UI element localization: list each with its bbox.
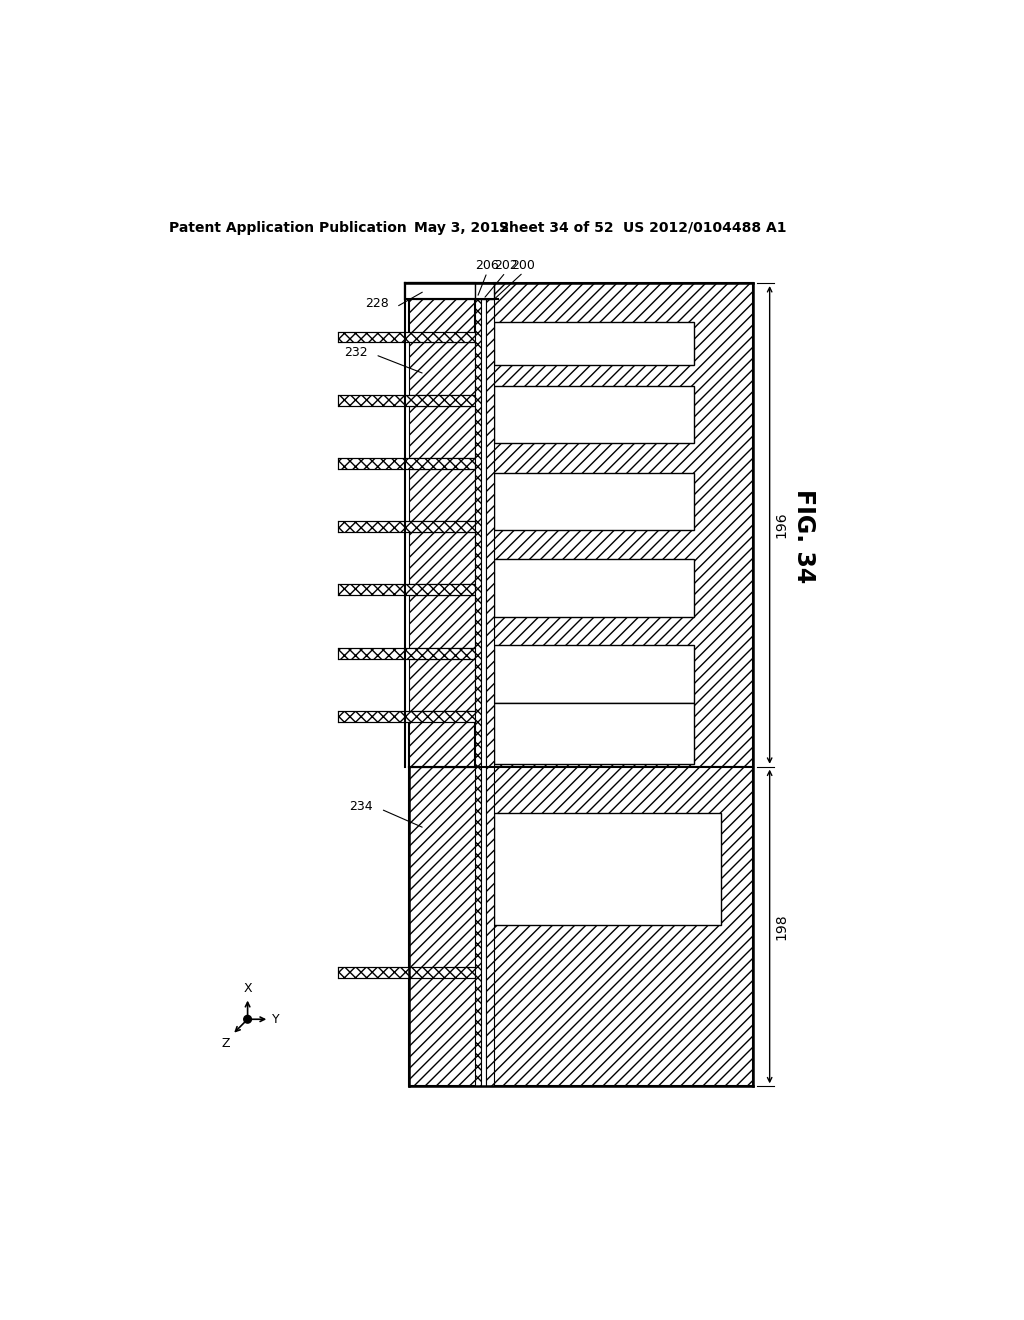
Bar (494, 473, 694, 531)
Text: 198: 198 (774, 913, 788, 940)
Text: 232: 232 (344, 346, 368, 359)
Text: 206: 206 (475, 259, 499, 272)
Text: Sheet 34 of 52: Sheet 34 of 52 (499, 220, 613, 235)
Bar (339, 711, 475, 722)
Text: 228: 228 (365, 297, 388, 310)
Bar (339, 521, 475, 532)
Text: US 2012/0104488 A1: US 2012/0104488 A1 (624, 220, 786, 235)
Bar (339, 648, 475, 659)
Bar (494, 284, 753, 767)
Bar (494, 645, 694, 702)
Bar (339, 595, 475, 648)
Text: Patent Application Publication: Patent Application Publication (169, 220, 407, 235)
Bar (339, 585, 475, 595)
Bar (410, 405, 475, 458)
Bar (339, 532, 475, 585)
Bar (410, 469, 475, 521)
Bar (339, 968, 475, 978)
Bar (481, 284, 486, 1086)
Text: 202: 202 (494, 259, 517, 272)
Bar (410, 767, 753, 1086)
Bar (339, 659, 475, 711)
Bar (339, 405, 475, 458)
Bar (475, 284, 494, 298)
Text: Y: Y (272, 1012, 280, 1026)
Bar (475, 284, 481, 1086)
Bar (410, 532, 475, 585)
Circle shape (244, 1015, 252, 1023)
Bar (494, 558, 694, 616)
Bar (410, 659, 475, 711)
Text: 200: 200 (511, 259, 536, 272)
Bar (339, 342, 475, 395)
Bar (406, 284, 482, 298)
Bar (494, 322, 694, 364)
Text: 234: 234 (349, 800, 373, 813)
Bar (339, 331, 475, 342)
Text: FIG. 34: FIG. 34 (793, 488, 816, 583)
Text: X: X (244, 982, 252, 995)
Bar (406, 284, 482, 298)
Bar (410, 595, 475, 648)
Bar (494, 813, 721, 924)
Bar (494, 385, 694, 444)
Bar (486, 284, 494, 1086)
Bar (339, 395, 475, 405)
Bar (339, 469, 475, 521)
Bar (410, 284, 475, 767)
Text: Z: Z (221, 1038, 230, 1049)
Text: 196: 196 (774, 512, 788, 539)
Bar (339, 458, 475, 469)
Bar (410, 342, 475, 395)
Bar (494, 702, 694, 764)
Text: May 3, 2012: May 3, 2012 (414, 220, 509, 235)
